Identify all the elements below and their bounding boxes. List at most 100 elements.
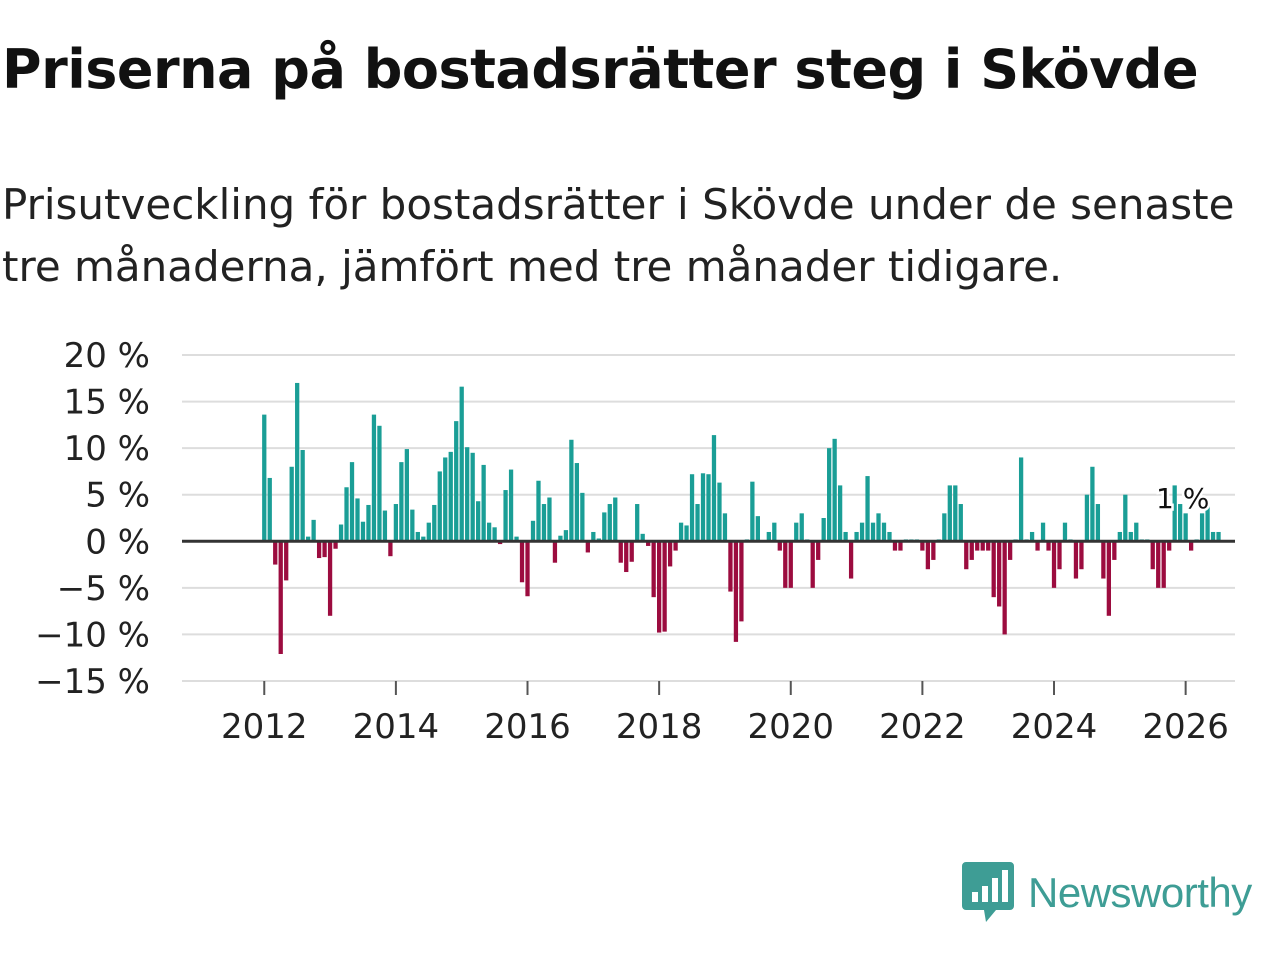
- bar: [300, 450, 305, 542]
- bar: [415, 531, 420, 542]
- bar: [558, 535, 563, 542]
- bar: [854, 531, 859, 542]
- x-tick-label: 2020: [748, 707, 835, 747]
- x-tick-label: 2014: [353, 707, 440, 747]
- bar: [1117, 531, 1122, 542]
- bar: [958, 504, 963, 542]
- bar: [843, 531, 848, 542]
- bar: [980, 541, 985, 551]
- bar: [1150, 541, 1155, 570]
- bar: [975, 541, 980, 551]
- bar: [541, 504, 547, 542]
- bar: [837, 485, 843, 542]
- bar: [514, 536, 519, 542]
- bar: [777, 541, 782, 551]
- bar: [986, 541, 991, 551]
- bar: [1216, 531, 1221, 542]
- bar: [876, 513, 881, 542]
- bar: [651, 541, 656, 598]
- bar: [750, 481, 755, 542]
- x-tick-label: 2016: [484, 707, 571, 747]
- x-tick-label: 2018: [616, 707, 703, 747]
- bar: [821, 518, 826, 542]
- bar: [810, 541, 815, 588]
- chart-subtitle: Prisutveckling för bostadsrätter i Skövd…: [2, 180, 1235, 291]
- bar: [316, 541, 322, 559]
- bar: [602, 512, 607, 542]
- bar: [607, 504, 612, 542]
- bar: [788, 541, 793, 588]
- bar: [547, 497, 552, 542]
- bar: [1008, 541, 1013, 560]
- bar: [289, 466, 294, 542]
- bar: [327, 541, 333, 616]
- bar: [783, 541, 788, 588]
- bar: [519, 541, 525, 583]
- bar: [1156, 541, 1161, 588]
- bar: [503, 490, 508, 542]
- bar: [1051, 541, 1057, 588]
- bars: [262, 382, 1221, 654]
- bar: [722, 513, 728, 542]
- bar: [552, 541, 558, 563]
- bar: [1018, 457, 1024, 542]
- y-tick-label: 10 %: [64, 429, 150, 469]
- bar: [1183, 513, 1188, 542]
- bar: [997, 541, 1002, 607]
- bar: [1101, 541, 1106, 579]
- bar: [404, 449, 409, 542]
- bar: [333, 541, 338, 549]
- bar: [1046, 541, 1051, 551]
- newsworthy-logo: Newsworthy: [962, 862, 1252, 924]
- bar: [393, 504, 399, 542]
- x-tick-label: 2012: [221, 707, 308, 747]
- y-tick-label: 0 %: [85, 522, 150, 562]
- bar: [1029, 531, 1035, 542]
- bar: [964, 541, 969, 570]
- bar: [942, 513, 947, 542]
- bar: [338, 524, 344, 542]
- y-tick-label: 20 %: [64, 336, 150, 376]
- bar: [898, 541, 903, 551]
- bar: [969, 541, 974, 560]
- bar: [865, 476, 870, 542]
- bar: [1062, 522, 1068, 542]
- bar: [1057, 541, 1062, 570]
- bar: [667, 541, 673, 567]
- bar: [306, 536, 311, 542]
- bar: [267, 477, 272, 542]
- bar: [794, 522, 799, 542]
- bar: [273, 541, 278, 565]
- bar: [1172, 485, 1177, 542]
- bar: [953, 485, 958, 542]
- bar: [454, 421, 459, 542]
- bar: [881, 522, 887, 542]
- bar: [366, 504, 371, 542]
- bar: [832, 438, 837, 542]
- bar: [848, 541, 854, 579]
- bar: [388, 541, 393, 557]
- bar: [426, 522, 431, 542]
- bar: [1210, 531, 1216, 542]
- bar: [591, 531, 596, 542]
- bar: [887, 531, 892, 542]
- bar: [892, 541, 898, 551]
- bar: [410, 509, 415, 542]
- y-tick-label: −15 %: [35, 662, 150, 702]
- bar: [1002, 541, 1007, 635]
- bar: [322, 541, 327, 558]
- bar: [1079, 541, 1084, 570]
- bar: [284, 541, 289, 581]
- brand-name: Newsworthy: [1028, 869, 1252, 916]
- x-tick-label: 2026: [1142, 707, 1229, 747]
- bar: [925, 541, 931, 570]
- bar: [530, 520, 536, 542]
- bar: [465, 447, 470, 542]
- bar: [580, 492, 585, 542]
- bar: [733, 541, 739, 642]
- bar: [355, 498, 360, 542]
- bar: [1035, 541, 1040, 551]
- bar: [1178, 504, 1183, 542]
- bar: [508, 469, 514, 542]
- bar: [525, 541, 530, 597]
